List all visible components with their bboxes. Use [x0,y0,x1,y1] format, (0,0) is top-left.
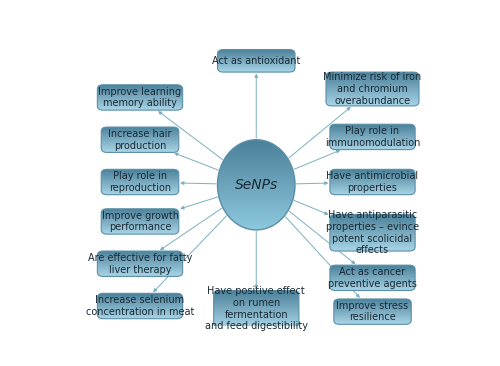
Ellipse shape [218,140,295,230]
Ellipse shape [229,153,283,216]
Ellipse shape [244,170,269,200]
Text: Are effective for fatty
liver therapy: Are effective for fatty liver therapy [88,253,192,274]
Ellipse shape [246,173,266,197]
Ellipse shape [242,169,270,201]
Ellipse shape [232,157,280,213]
Ellipse shape [240,165,273,204]
Ellipse shape [227,151,286,219]
Text: Improve learning
memory ability: Improve learning memory ability [98,87,182,108]
Ellipse shape [252,180,260,189]
Ellipse shape [246,173,266,196]
Ellipse shape [234,159,278,210]
Ellipse shape [224,146,289,223]
Ellipse shape [238,163,275,207]
Ellipse shape [253,181,260,188]
Text: Act as cancer
preventive agents: Act as cancer preventive agents [328,267,417,289]
Ellipse shape [220,143,292,226]
Ellipse shape [242,168,270,201]
Text: Have antiparasitic
properties – evince
potent scolicidal
effects: Have antiparasitic properties – evince p… [326,210,419,255]
Ellipse shape [248,176,264,194]
Ellipse shape [256,184,257,186]
Ellipse shape [220,142,293,228]
Ellipse shape [242,168,271,202]
Ellipse shape [231,156,281,214]
Ellipse shape [247,174,266,195]
Ellipse shape [249,176,264,193]
Ellipse shape [250,177,262,193]
Ellipse shape [237,162,276,208]
Ellipse shape [232,156,281,213]
Text: SeNPs: SeNPs [234,178,278,192]
Ellipse shape [225,149,287,221]
Ellipse shape [252,180,261,190]
Ellipse shape [236,161,277,209]
Ellipse shape [230,154,282,216]
Ellipse shape [244,171,268,199]
Ellipse shape [226,150,286,219]
Ellipse shape [254,182,259,188]
Text: Act as antioxidant: Act as antioxidant [212,56,300,66]
Ellipse shape [238,164,275,206]
Ellipse shape [218,141,294,229]
Ellipse shape [248,175,264,195]
Ellipse shape [251,179,262,191]
Ellipse shape [236,161,277,208]
Ellipse shape [250,178,262,191]
Ellipse shape [219,141,294,228]
Text: Play role in
immunomodulation: Play role in immunomodulation [325,126,420,148]
Text: Improve growth
performance: Improve growth performance [102,211,178,232]
Ellipse shape [233,158,280,212]
Ellipse shape [218,140,295,230]
Ellipse shape [239,165,274,205]
Ellipse shape [255,183,258,186]
Text: Increase selenium
concentration in meat: Increase selenium concentration in meat [86,295,194,317]
Ellipse shape [234,158,279,211]
Ellipse shape [220,143,292,227]
Ellipse shape [228,152,284,218]
Text: Increase hair
production: Increase hair production [108,129,172,150]
Ellipse shape [228,153,284,217]
Ellipse shape [222,145,290,225]
Ellipse shape [226,149,286,220]
Ellipse shape [224,147,288,223]
Text: Play role in
reproduction: Play role in reproduction [109,171,171,193]
Ellipse shape [241,167,272,203]
Ellipse shape [240,166,272,203]
Ellipse shape [222,144,291,225]
Text: Minimize risk of iron
and chromium
overabundance: Minimize risk of iron and chromium overa… [324,72,422,106]
Text: Have positive effect
on rumen
fermentation
and feed digestibility: Have positive effect on rumen fermentati… [205,287,308,331]
Ellipse shape [246,172,267,198]
Text: Have antimicrobial
properties: Have antimicrobial properties [326,171,418,193]
Ellipse shape [244,171,268,198]
Text: Improve stress
resilience: Improve stress resilience [336,301,408,322]
Ellipse shape [230,155,282,215]
Ellipse shape [222,146,290,224]
Ellipse shape [235,160,278,210]
Ellipse shape [254,183,258,187]
Ellipse shape [224,148,288,222]
